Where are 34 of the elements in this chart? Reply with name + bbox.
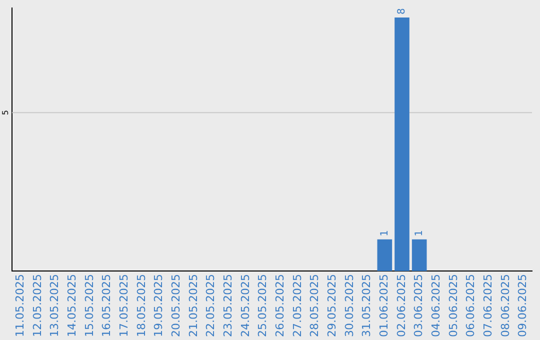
x-tick-label: 04.06.2025	[430, 274, 443, 338]
x-tick-label: 05.06.2025	[446, 274, 460, 338]
x-tick-label: 09.06.2025	[516, 274, 530, 338]
x-tick-label: 21.05.2025	[186, 274, 200, 338]
x-tick-label: 26.05.2025	[274, 274, 287, 338]
x-tick-label: 24.05.2025	[238, 274, 252, 338]
x-tick-label: 08.06.2025	[498, 274, 512, 338]
x-tick-label: 06.06.2025	[464, 274, 478, 338]
x-tick-label: 29.05.2025	[326, 274, 339, 338]
x-tick-label: 01.06.2025	[378, 274, 391, 338]
x-tick-label: 13.05.2025	[48, 274, 62, 338]
x-tick-label: 11.05.2025	[14, 274, 27, 338]
x-tick-label: 18.05.2025	[134, 274, 148, 338]
x-tick-label: 31.05.2025	[360, 274, 374, 338]
x-tick-label: 27.05.2025	[290, 274, 304, 338]
x-tick-label: 02.06.2025	[394, 274, 408, 338]
x-tick-label: 22.05.2025	[204, 274, 218, 338]
x-tick-label: 15.05.2025	[82, 274, 96, 338]
x-tick-label: 25.05.2025	[256, 274, 270, 338]
x-tick-label: 07.06.2025	[482, 274, 495, 338]
x-tick-label: 28.05.2025	[308, 274, 322, 338]
data-label: 1	[379, 230, 390, 236]
x-tick-label: 19.05.2025	[152, 274, 166, 338]
x-tick-label: 23.05.2025	[222, 274, 235, 338]
data-label: 1	[414, 230, 425, 236]
x-tick-label: 03.06.2025	[412, 274, 426, 338]
x-tick-label: 16.05.2025	[100, 274, 114, 338]
x-tick-label: 30.05.2025	[342, 274, 356, 338]
data-label: 8	[396, 8, 408, 15]
x-tick-label: 14.05.2025	[66, 274, 79, 338]
ref-line-label: 5	[1, 110, 10, 116]
x-tick-label: 20.05.2025	[170, 274, 183, 338]
x-tick-label: 17.05.2025	[118, 274, 131, 338]
x-tick-label: 12.05.2025	[30, 274, 44, 338]
